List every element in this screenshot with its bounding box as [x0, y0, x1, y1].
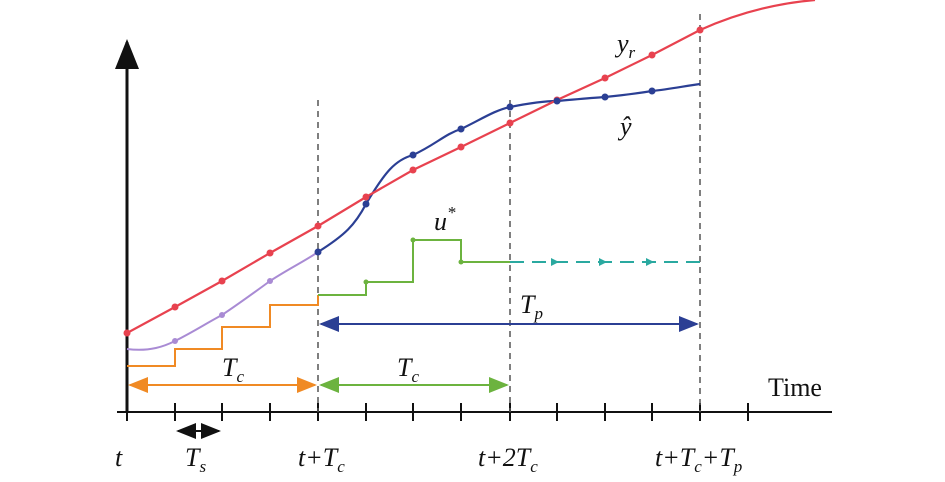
past-dot: [219, 312, 225, 318]
past-dot: [267, 278, 273, 284]
label-tc: Tc: [397, 353, 419, 386]
reference-dot: [457, 143, 465, 151]
reference-trajectory: [126, 0, 816, 334]
label-text: y: [614, 29, 629, 58]
label-text: T: [222, 353, 238, 382]
dashed-lines: [317, 14, 701, 412]
label-text: t+2T: [478, 443, 532, 472]
reference-dot: [409, 166, 417, 174]
reference-dot: [362, 193, 370, 201]
label-text: +T: [702, 443, 736, 472]
reference-dot: [266, 249, 274, 257]
label-tp: Tp: [520, 290, 543, 323]
predicted-dot: [553, 97, 561, 105]
tick-label: t+Tc: [298, 443, 345, 476]
label-text: t+T: [298, 443, 339, 472]
held-arrow: [599, 258, 607, 266]
label-tc: Tc: [222, 353, 244, 386]
label-sub: p: [733, 457, 743, 476]
label-sub: c: [530, 457, 538, 476]
label-yr: yr: [614, 29, 636, 62]
reference-dot: [171, 303, 179, 311]
control-dot: [458, 259, 464, 265]
axis-label: Time: [768, 373, 822, 402]
held-arrow: [551, 258, 559, 266]
control-dot: [363, 279, 369, 285]
control-steps-future: [318, 239, 510, 296]
past-dot: [172, 338, 178, 344]
label-text: u: [434, 207, 447, 236]
label-sub: c: [411, 367, 419, 386]
label-sub: p: [533, 304, 543, 323]
label-yhat: ŷ: [617, 112, 632, 141]
held-arrow: [646, 258, 654, 266]
reference-dot: [218, 277, 226, 285]
label-text: t+T: [655, 443, 696, 472]
reference-dot: [648, 51, 656, 59]
label-text: T: [185, 443, 201, 472]
predicted-dot: [362, 200, 370, 208]
predicted-dot: [409, 151, 417, 159]
reference-dot: [314, 222, 322, 230]
label-text: T: [520, 290, 536, 319]
label-text: T: [397, 353, 413, 382]
label-sub: c: [236, 367, 244, 386]
tick-label: Ts: [185, 443, 206, 476]
predicted-dot: [506, 103, 514, 111]
reference-dot: [601, 74, 609, 82]
reference-dot: [696, 26, 704, 34]
label-sub: c: [694, 457, 702, 476]
dots: [123, 26, 704, 344]
predicted-dot: [601, 93, 609, 101]
tick-label: t: [115, 443, 123, 472]
control-steps: [127, 295, 319, 367]
predicted-dot: [457, 125, 465, 133]
predicted-dot: [314, 248, 322, 256]
predicted-dot: [648, 87, 656, 95]
label-sub: s: [199, 457, 206, 476]
label-sup: *: [447, 203, 456, 222]
reference-dot: [506, 119, 514, 127]
reference-dot: [123, 329, 131, 337]
label-sub: r: [629, 43, 636, 62]
control-dot: [410, 237, 416, 243]
axes: [115, 39, 832, 413]
label-sub: c: [337, 457, 345, 476]
ticks: [126, 403, 749, 421]
label-u: u*: [434, 203, 456, 236]
tick-label: t+Tc+Tp: [655, 443, 742, 476]
tick-label: t+2Tc: [478, 443, 538, 476]
